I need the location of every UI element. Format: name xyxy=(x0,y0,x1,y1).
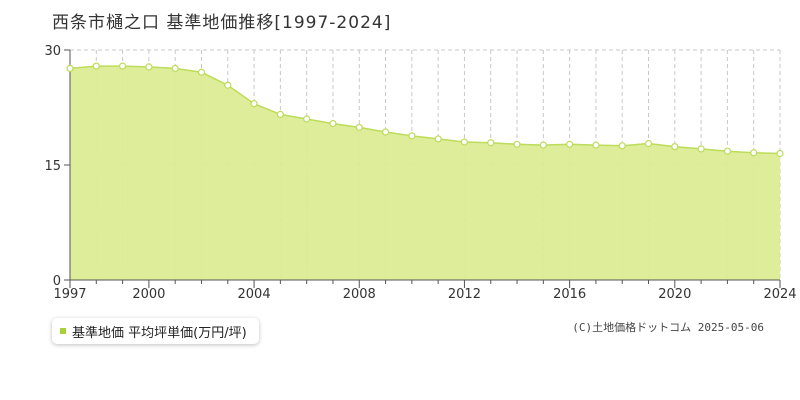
data-point-2024 xyxy=(776,149,784,158)
x-tick-label: 2020 xyxy=(658,287,691,302)
data-point-2009 xyxy=(381,128,390,136)
data-point-2006 xyxy=(303,115,311,123)
data-point-2018 xyxy=(618,142,626,150)
x-tick-label: 1997 xyxy=(53,287,86,302)
data-point-2010 xyxy=(408,132,416,140)
data-point-2008 xyxy=(355,123,363,132)
data-point-2001 xyxy=(171,64,179,73)
tick-labels: 0 15 30 1997 2000 2004 2008 2012 2016 2020 2024 xyxy=(44,44,796,302)
data-point-2020 xyxy=(671,143,679,151)
x-tick-label: 2024 xyxy=(763,287,796,302)
data-point-1998 xyxy=(92,62,100,70)
y-tick-label: 0 xyxy=(53,274,61,289)
copyright-text: (C)土地価格ドットコム 2025-05-06 xyxy=(572,321,764,334)
chart-title: 西条市樋之口 基準地価推移[1997-2024] xyxy=(52,13,392,33)
data-point-2021 xyxy=(697,145,705,153)
data-point-2013 xyxy=(487,139,495,147)
x-tick-label: 2016 xyxy=(553,287,586,302)
data-point-2014 xyxy=(513,140,521,148)
data-point-2017 xyxy=(592,141,600,149)
data-point-2011 xyxy=(434,135,442,143)
x-tick-label: 2004 xyxy=(238,287,271,302)
data-point-2004 xyxy=(250,100,258,108)
data-point-2005 xyxy=(276,110,284,119)
legend-label: 基準地価 平均坪単価(万円/坪) xyxy=(72,325,247,341)
data-point-2022 xyxy=(723,147,732,155)
y-tick-label: 30 xyxy=(44,44,61,59)
data-point-1999 xyxy=(118,62,127,70)
data-point-2012 xyxy=(460,138,469,146)
data-point-2002 xyxy=(197,68,206,76)
series-line xyxy=(69,65,781,155)
data-point-2023 xyxy=(750,149,758,157)
legend-swatch-icon xyxy=(60,328,66,334)
data-point-2007 xyxy=(329,119,337,128)
area-fill xyxy=(70,66,780,280)
data-points xyxy=(66,62,784,158)
data-point-2019 xyxy=(644,139,653,148)
data-point-1997 xyxy=(66,64,74,73)
data-point-2015 xyxy=(539,141,547,149)
data-point-2003 xyxy=(224,81,232,89)
data-point-2016 xyxy=(566,140,574,148)
axes xyxy=(64,49,781,288)
y-tick-label: 15 xyxy=(44,159,61,174)
x-tick-label: 2000 xyxy=(132,287,165,302)
legend: 基準地価 平均坪単価(万円/坪) xyxy=(52,318,259,344)
x-tick-label: 2012 xyxy=(448,287,481,302)
x-tick-label: 2008 xyxy=(343,287,376,302)
data-point-2000 xyxy=(145,63,153,71)
